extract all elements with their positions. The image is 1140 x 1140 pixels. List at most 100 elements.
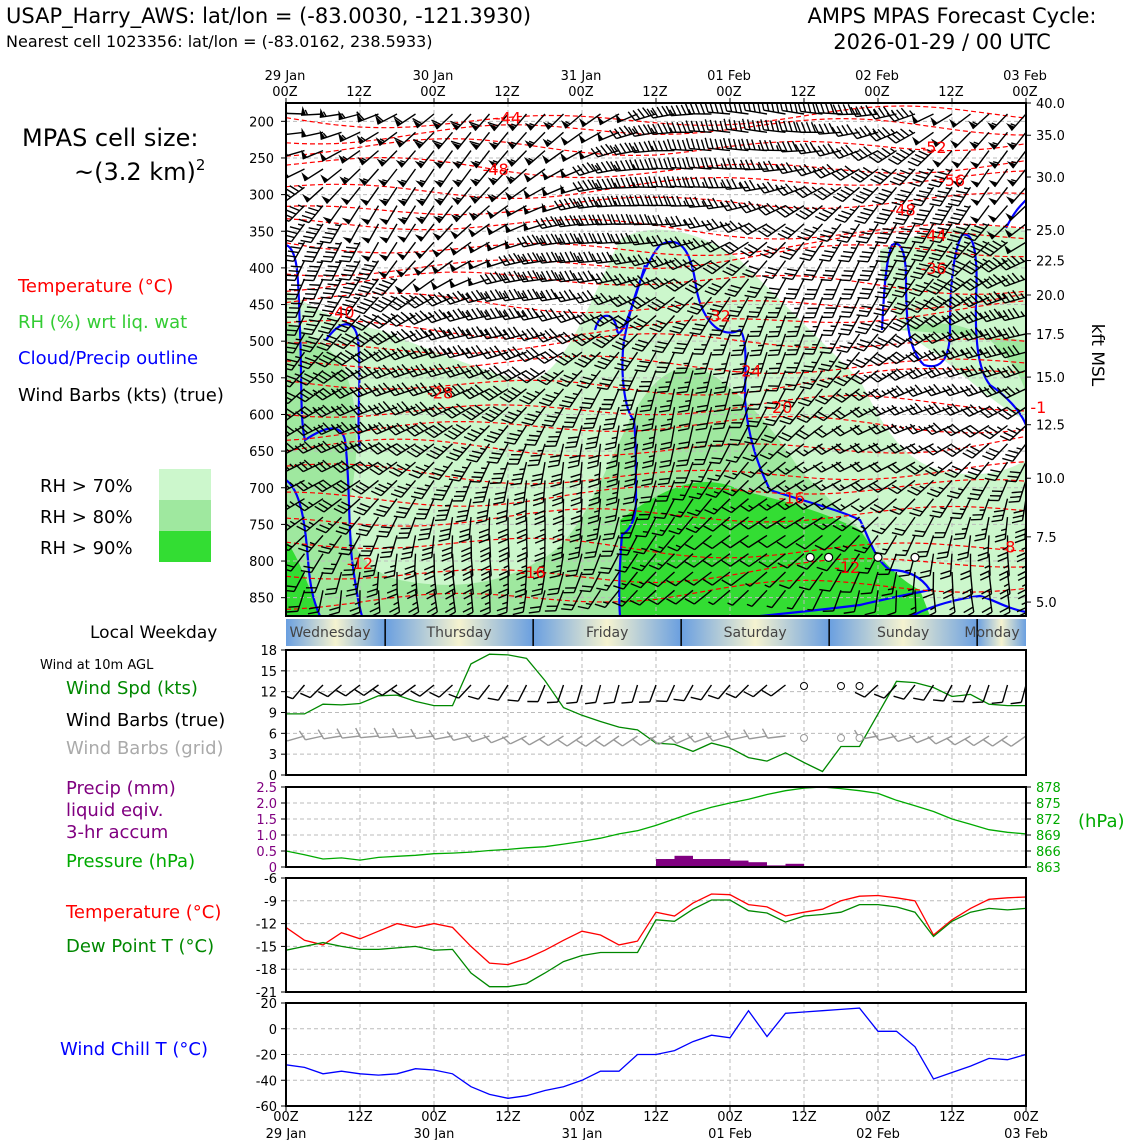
- profile-wind-barb-flag: [339, 176, 348, 185]
- profile-wind-barb-full-feather: [405, 316, 415, 325]
- profile-wind-barb-full-feather: [386, 588, 398, 594]
- profile-wind-barb-full-feather: [333, 507, 344, 514]
- profile-wind-barb-full-feather: [340, 460, 350, 469]
- profile-wind-barb-staff: [412, 351, 435, 360]
- profile-wind-barb-full-feather: [857, 297, 869, 300]
- profile-wind-barb-full-feather: [396, 297, 407, 305]
- profile-wind-barb-full-feather: [288, 270, 300, 273]
- profile-wind-barb-full-feather: [308, 227, 320, 231]
- profile-wind-barb-flag: [360, 255, 371, 262]
- profile-wind-barb-full-feather: [289, 185, 300, 193]
- profile-wind-barb-full-feather: [662, 140, 669, 151]
- profile-wind-barb-full-feather: [345, 366, 355, 375]
- profile-wind-barb-staff: [431, 333, 453, 341]
- temperature-contour-line: [286, 355, 1026, 375]
- profile-wind-barb-staff: [286, 571, 287, 591]
- profile-wind-barb-half-feather: [289, 500, 295, 506]
- profile-wind-barb: [781, 260, 805, 281]
- profile-wind-barb-full-feather: [315, 527, 327, 534]
- profile-wind-barb-flag: [359, 198, 369, 206]
- profile-wind-barb-flag: [379, 236, 389, 243]
- profile-wind-barb-flag: [506, 141, 516, 149]
- profile-wind-barb-staff: [414, 571, 418, 594]
- temperature-contour-line: [286, 505, 1026, 527]
- profile-wind-barb-full-feather: [286, 188, 296, 195]
- profile-wind-barb-staff: [288, 534, 305, 551]
- profile-wind-barb-full-feather: [387, 334, 396, 344]
- profile-wind-barb-half-feather: [466, 601, 473, 606]
- profile-wind-barb-staff: [360, 479, 379, 495]
- profile-wind-barb: [506, 113, 528, 132]
- profile-wind-barb-flag: [468, 212, 477, 221]
- profile-wind-barb-full-feather: [471, 308, 479, 319]
- profile-wind-barb-flag: [357, 156, 366, 165]
- profile-wind-barb-full-feather: [340, 440, 350, 450]
- profile-wind-barb-full-feather: [358, 528, 370, 533]
- profile-wind-barb-full-feather: [400, 556, 412, 560]
- profile-wind-barb-full-feather: [498, 593, 509, 599]
- profile-wind-barb: [856, 296, 879, 318]
- profile-wind-barb-staff: [412, 369, 435, 378]
- profile-wind-barb-full-feather: [387, 351, 396, 361]
- profile-wind-barb-full-feather: [415, 346, 424, 357]
- profile-wind-barb: [286, 185, 305, 201]
- profile-wind-barb-full-feather: [340, 403, 350, 413]
- profile-wind-barb-full-feather: [455, 490, 467, 493]
- profile-wind-barb-half-feather: [316, 242, 323, 245]
- profile-wind-barb-full-feather: [286, 212, 293, 219]
- profile-wind-barb-full-feather: [334, 327, 346, 333]
- profile-wind-barb-full-feather: [346, 588, 358, 592]
- profile-wind-barb-full-feather: [744, 180, 751, 191]
- profile-wind-barb-full-feather: [326, 334, 338, 340]
- profile-wind-barb-half-feather: [343, 176, 350, 181]
- profile-wind-barb-full-feather: [355, 321, 367, 328]
- profile-wind-barb-staff: [427, 516, 435, 539]
- profile-wind-barb: [421, 535, 435, 561]
- profile-wind-barb-full-feather: [602, 214, 608, 225]
- profile-wind-barb-half-feather: [408, 294, 415, 299]
- profile-wind-barb-full-feather: [322, 309, 333, 313]
- profile-wind-barb: [813, 122, 842, 135]
- profile-wind-barb: [442, 290, 472, 305]
- profile-wind-barb: [495, 498, 509, 525]
- profile-wind-barb-flag: [433, 161, 443, 169]
- profile-wind-barb-full-feather: [288, 307, 300, 309]
- profile-wind-barb-half-feather: [465, 293, 470, 299]
- profile-wind-barb-staff: [527, 150, 546, 166]
- profile-wind-barb-full-feather: [340, 386, 350, 395]
- profile-wind-barb-staff: [286, 278, 287, 300]
- profile-wind-barb-full-feather: [714, 120, 719, 132]
- profile-wind-barb-full-feather: [374, 303, 385, 310]
- profile-wind-barb-full-feather: [358, 272, 370, 276]
- profile-wind-barb-staff: [311, 315, 324, 335]
- profile-wind-barb-staff: [435, 443, 453, 460]
- profile-wind-barb-full-feather: [405, 332, 414, 342]
- profile-wind-barb-full-feather: [695, 121, 701, 132]
- profile-wind-barb-half-feather: [372, 260, 378, 263]
- temperature-contour-line: [286, 105, 1026, 129]
- profile-wind-barb-full-feather: [469, 140, 481, 146]
- profile-wind-barb: [461, 364, 490, 379]
- profile-wind-barb-staff: [486, 351, 509, 360]
- profile-wind-barb-staff: [292, 241, 306, 262]
- profile-wind-barb: [379, 205, 398, 225]
- profile-wind-barb-half-feather: [430, 583, 436, 588]
- profile-wind-barb-full-feather: [428, 312, 437, 322]
- profile-wind-barb-full-feather: [415, 329, 424, 339]
- profile-wind-barb-full-feather: [783, 297, 795, 300]
- profile-wind-barb-staff: [286, 590, 287, 611]
- profile-wind-barb-full-feather: [286, 407, 296, 415]
- profile-wind-barb-flag: [396, 180, 406, 187]
- profile-wind-barb: [389, 590, 401, 616]
- profile-wind-barb-half-feather: [400, 159, 406, 164]
- profile-wind-barb-staff: [421, 480, 435, 500]
- profile-wind-barb-full-feather: [378, 283, 390, 289]
- profile-wind-barb-flag: [342, 237, 352, 244]
- profile-wind-barb-full-feather: [433, 310, 442, 320]
- profile-wind-barb-full-feather: [690, 138, 696, 150]
- profile-wind-barb-full-feather: [286, 378, 294, 384]
- profile-wind-barb-full-feather: [318, 330, 329, 335]
- profile-wind-barb-full-feather: [406, 588, 417, 595]
- profile-wind-barb-full-feather: [401, 401, 410, 411]
